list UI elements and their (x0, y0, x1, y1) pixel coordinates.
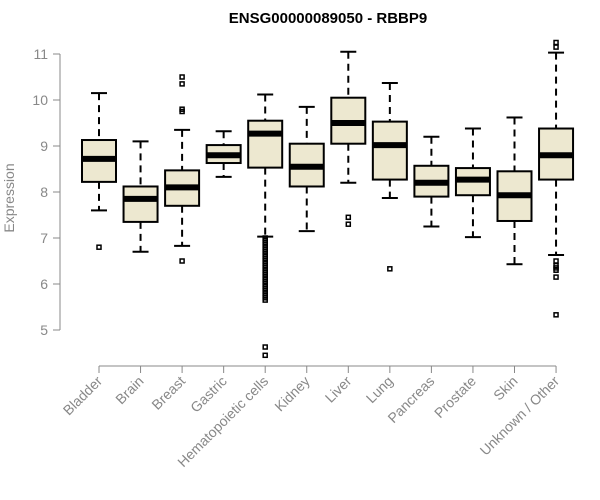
outlier-point (262, 297, 268, 303)
outlier-point (387, 266, 393, 272)
x-tick-label: Kidney (271, 373, 313, 415)
x-tick-label: Brain (112, 373, 146, 407)
x-tick-label: Liver (322, 373, 355, 406)
iqr-box (371, 120, 408, 181)
boxes-group (81, 39, 575, 359)
box-5 (247, 93, 284, 359)
outlier-point (553, 258, 559, 264)
outlier-point (553, 312, 559, 318)
box-9 (413, 135, 450, 228)
iqr-box (122, 185, 159, 223)
chart-title: ENSG00000089050 - RBBP9 (229, 10, 427, 27)
box-4 (205, 130, 242, 178)
outlier-point (345, 214, 352, 221)
x-tick-label: Prostate (431, 373, 479, 421)
outlier-point (96, 244, 102, 250)
outlier-point (553, 44, 559, 50)
box-3 (164, 74, 201, 264)
y-axis-label: Expression (1, 163, 17, 232)
y-tick-label: 9 (40, 138, 48, 154)
box-11 (496, 116, 533, 266)
y-tick-label: 6 (40, 276, 48, 292)
box-2 (122, 140, 159, 253)
x-tick-label: Unknown / Other (477, 373, 563, 459)
x-tick-label: Skin (490, 373, 521, 404)
iqr-box (247, 119, 284, 169)
box-10 (454, 127, 491, 239)
x-tick-label: Breast (148, 373, 188, 413)
outlier-point (553, 274, 559, 280)
outlier-point (553, 267, 559, 273)
outlier-point (179, 74, 185, 80)
box-7 (330, 50, 367, 227)
box-1 (81, 92, 117, 250)
y-tick-label: 11 (33, 46, 48, 62)
outlier-point (262, 344, 268, 350)
y-tick-label: 8 (40, 184, 48, 200)
x-tick-label: Lung (363, 373, 396, 406)
outlier-point (179, 106, 185, 112)
outlier-point (345, 221, 352, 227)
outlier-point (179, 81, 185, 87)
box-12 (538, 39, 575, 318)
y-tick-label: 7 (40, 230, 48, 246)
y-tick-label: 10 (32, 92, 48, 108)
x-tick-label: Bladder (60, 373, 106, 419)
box-6 (288, 105, 325, 233)
outlier-point (553, 39, 559, 46)
outlier-point (262, 352, 268, 359)
outlier-point (179, 258, 185, 264)
box-8 (371, 81, 408, 272)
y-tick-label: 5 (40, 322, 48, 338)
y-axis: 5 6 7 8 9 10 11 (32, 46, 61, 338)
